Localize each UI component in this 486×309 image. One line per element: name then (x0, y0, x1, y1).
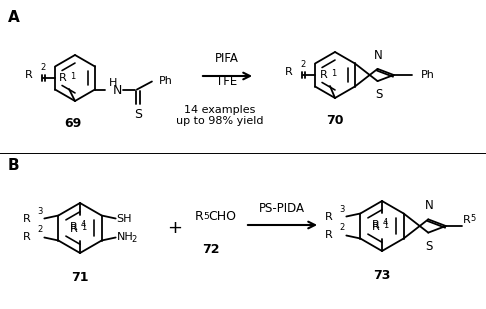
Text: 2: 2 (40, 63, 45, 72)
Text: 3: 3 (339, 205, 345, 214)
Text: H: H (109, 78, 117, 87)
Text: A: A (8, 10, 20, 25)
Text: R: R (285, 67, 293, 77)
Text: 2: 2 (300, 60, 305, 69)
Text: PS-PIDA: PS-PIDA (259, 202, 305, 215)
Text: R: R (372, 222, 380, 232)
Text: R: R (25, 70, 33, 80)
Text: 69: 69 (64, 117, 82, 130)
Text: 3: 3 (37, 208, 43, 217)
Text: NH: NH (117, 231, 133, 242)
Text: R: R (23, 214, 30, 225)
Text: Ph: Ph (159, 75, 173, 86)
Text: 1: 1 (331, 69, 336, 78)
Text: 2: 2 (339, 222, 345, 231)
Text: R: R (320, 70, 328, 80)
Text: R: R (70, 224, 78, 234)
Text: N: N (425, 199, 434, 212)
Text: 2: 2 (37, 225, 43, 234)
Text: 5: 5 (203, 212, 209, 221)
Text: S: S (426, 240, 433, 253)
Text: CHO: CHO (208, 210, 236, 223)
Text: up to 98% yield: up to 98% yield (176, 116, 264, 126)
Text: S: S (375, 88, 382, 101)
Text: SH: SH (117, 214, 132, 225)
Text: R: R (463, 215, 470, 225)
Text: 70: 70 (326, 114, 344, 127)
Text: 1: 1 (70, 72, 75, 81)
Text: Ph: Ph (421, 70, 434, 80)
Text: 5: 5 (471, 214, 476, 223)
Text: 72: 72 (202, 243, 220, 256)
Text: S: S (134, 108, 142, 121)
Text: R: R (325, 230, 332, 239)
Text: 4: 4 (81, 220, 86, 229)
Text: TFE: TFE (216, 75, 238, 88)
Text: R: R (23, 231, 30, 242)
Text: 1: 1 (383, 221, 388, 230)
Text: 14 examples: 14 examples (184, 105, 256, 115)
Text: 1: 1 (81, 223, 86, 232)
Text: 2: 2 (132, 235, 137, 244)
Text: R: R (195, 210, 204, 223)
Text: 73: 73 (373, 269, 391, 282)
Text: R: R (59, 73, 67, 83)
Text: R: R (325, 213, 332, 222)
Text: N: N (113, 84, 122, 97)
Text: 4: 4 (383, 218, 388, 227)
Text: R: R (70, 222, 78, 232)
Text: PIFA: PIFA (215, 52, 239, 65)
Text: +: + (168, 219, 183, 237)
Text: 71: 71 (71, 271, 89, 284)
Text: R: R (372, 220, 380, 230)
Text: N: N (374, 49, 383, 62)
Text: B: B (8, 158, 19, 173)
